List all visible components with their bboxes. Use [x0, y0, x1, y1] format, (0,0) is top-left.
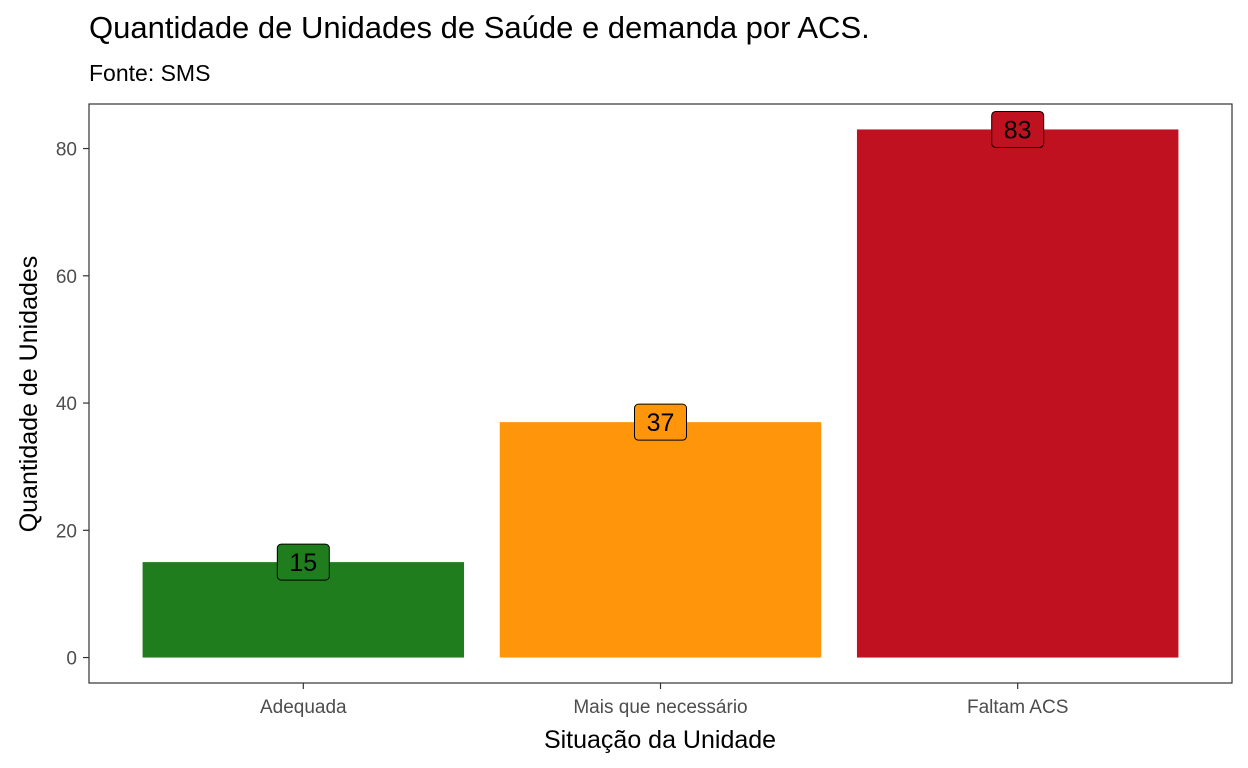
x-tick-label: Faltam ACS	[967, 697, 1068, 718]
data-label-box	[991, 110, 1045, 148]
data-label: 83	[1004, 116, 1032, 144]
chart-title: Quantidade de Unidades de Saúde e demand…	[89, 10, 870, 45]
y-tick-label: 80	[56, 140, 77, 161]
y-tick-label: 60	[56, 267, 77, 288]
bar-faltam-acs	[856, 129, 1179, 658]
x-tick-label: Adequada	[260, 697, 347, 718]
data-label: 37	[647, 409, 675, 437]
y-tick-label: 20	[56, 521, 77, 542]
y-tick-label: 0	[66, 649, 77, 670]
bar-mais-que-necessário	[499, 422, 822, 658]
x-tick-label: Mais que necessário	[573, 697, 747, 718]
chart-subtitle: Fonte: SMS	[89, 60, 211, 86]
y-axis-title: Quantidade de Unidades	[15, 256, 43, 533]
y-tick-label: 40	[56, 394, 77, 415]
data-label-box	[634, 403, 687, 441]
data-label: 15	[289, 549, 317, 577]
x-axis-title: Situação da Unidade	[544, 726, 776, 754]
data-label-box	[276, 543, 330, 581]
